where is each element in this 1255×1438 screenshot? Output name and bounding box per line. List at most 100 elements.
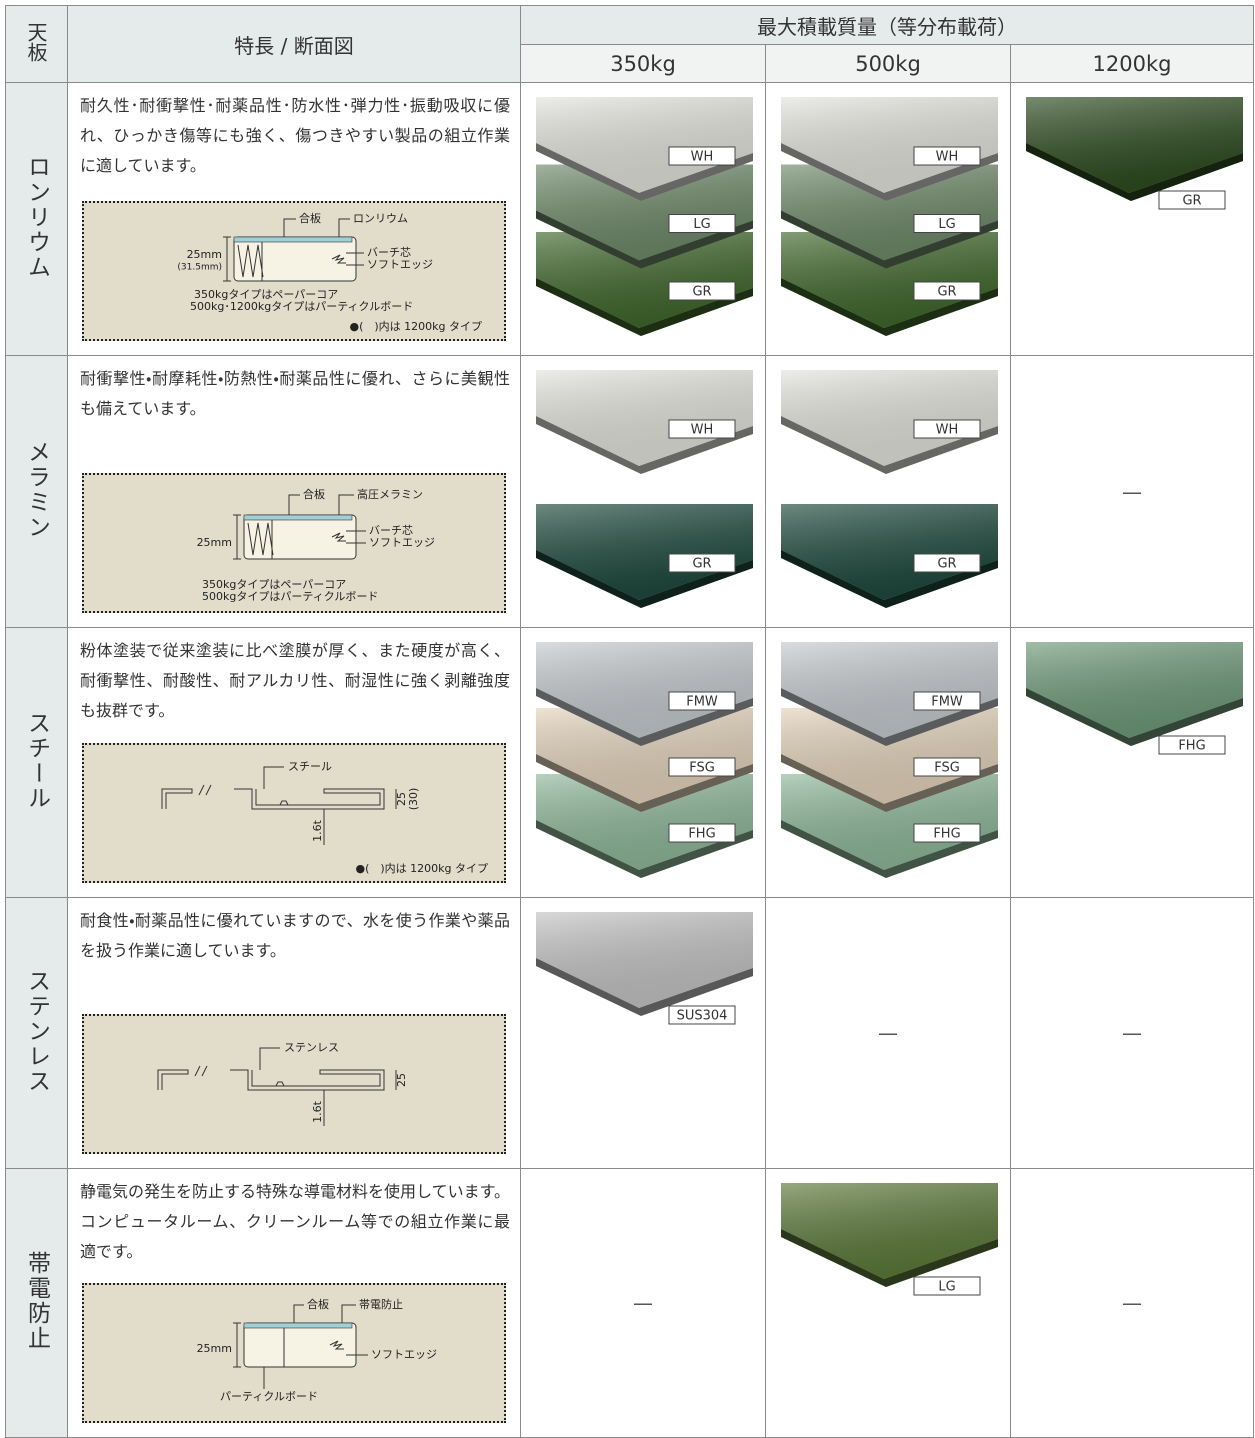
diagram-label: 帯電防止 — [359, 1297, 403, 1311]
panel-edge-shade — [536, 550, 753, 608]
panel-swatch: FSG — [536, 708, 753, 812]
swatch-label-box — [668, 146, 736, 166]
panel-edge-shade — [781, 550, 998, 608]
panel-sheen — [781, 642, 998, 738]
diagram-label: 25 — [395, 792, 408, 806]
panel-sheen — [536, 774, 753, 870]
panel-sheen — [781, 370, 998, 466]
swatch-cell: FHG FSG FMW — [520, 627, 766, 898]
feature-cell: 耐食性・耐薬品性に優れていますので、水を使う作業や薬品を扱う作業に適しています。… — [67, 897, 521, 1169]
description: 耐久性･耐衝撃性･耐薬品性･防水性･弾力性･振動吸収に優れ、ひっかき傷等にも強く… — [80, 96, 510, 175]
swatch-stack: FHG — [1026, 642, 1243, 755]
panel-edge-shade — [536, 143, 753, 201]
swatch-label-box — [1158, 735, 1226, 755]
panel-swatch: FHG — [781, 774, 998, 878]
swatch-label: FSG — [689, 761, 715, 776]
panel-swatch: FMW — [781, 642, 998, 746]
panel-swatch: GR — [536, 232, 753, 336]
swatch-stack: LG — [781, 1183, 998, 1296]
swatch-label-box — [913, 214, 981, 233]
diagram-label: 1.6t — [311, 819, 324, 841]
row-name: メラミン — [23, 439, 50, 540]
panel-edge-shade — [781, 754, 998, 812]
diagram-label: 合板 — [299, 211, 321, 225]
panel-sheen — [536, 164, 753, 261]
empty-mark: — — [1122, 1021, 1142, 1045]
empty-mark: — — [1122, 1291, 1142, 1315]
swatch-label-box — [913, 691, 981, 711]
diagram-label: 500kgタイプはパーティクルボード — [202, 590, 378, 603]
swatch-label-box — [668, 419, 736, 439]
panel-sheen — [536, 232, 753, 328]
swatch-cell: GR LG WH — [520, 82, 766, 356]
empty-mark: — — [1122, 479, 1142, 504]
swatch-label-box — [913, 281, 981, 301]
swatch-cell: — — [520, 1168, 766, 1438]
diagram-label: ソフトエッジ — [371, 1348, 437, 1361]
panel-swatch: LG — [781, 1183, 998, 1296]
swatch-label-box — [913, 553, 981, 573]
swatch-label-box — [668, 214, 736, 233]
feature-cell: 粉体塗装で従来塗装に比べ塗膜が厚く、また硬度が高く、耐衝撃性、耐酸性、耐アルカリ… — [67, 627, 521, 898]
cross-section: 合板 高圧メラミン バーチ芯 ソフトエッジ 25mm 350kgタイプはペーパー… — [197, 487, 435, 603]
panel-swatch: GR — [781, 504, 998, 608]
load-header: 1200kg — [1010, 44, 1254, 83]
diagram-label: パーティクルボード — [220, 1390, 318, 1403]
panel-edge-shade — [781, 416, 998, 474]
panel-swatch: WH — [536, 370, 753, 474]
diagram-label: 合板 — [307, 1297, 329, 1311]
swatch-cell: GR WH — [520, 355, 766, 628]
panel-edge-shade — [781, 688, 998, 746]
cross-section: ステンレス 25 1.6t — [157, 1041, 408, 1126]
panel-sheen — [536, 504, 753, 600]
panel-sheen — [781, 164, 998, 261]
swatch-label: SUS304 — [677, 1009, 728, 1024]
name-cell: ロンリウム — [5, 82, 68, 356]
empty-mark: — — [878, 1021, 898, 1045]
swatch-label-box — [913, 419, 981, 439]
cross-section: 合板 帯電防止 ソフトエッジ 25mm パーティクルボード — [197, 1297, 437, 1403]
diagram: 合板 ロンリウム バーチ芯 ソフトエッジ 25mm (31.5mm) 350kg… — [82, 201, 506, 341]
name-cell: ステンレス — [5, 897, 68, 1169]
swatch-label: FHG — [688, 827, 715, 842]
cross-section: スチール 25 (30) 1.6t ●( )内は 1200kg タイプ — [161, 760, 488, 875]
diagram-label: 25 — [395, 1073, 408, 1087]
panel-edge-shade — [1026, 688, 1243, 746]
panel-sheen — [781, 774, 998, 870]
diagram: 合板 高圧メラミン バーチ芯 ソフトエッジ 25mm 350kgタイプはペーパー… — [82, 473, 506, 613]
empty-mark: — — [633, 1291, 653, 1315]
diagram-label: 合板 — [303, 487, 325, 501]
panel-edge-shade — [536, 416, 753, 474]
diagram-label: (31.5mm) — [177, 263, 222, 273]
name-cell: 帯電防止 — [5, 1168, 68, 1438]
swatch-cell: GR — [1010, 82, 1254, 356]
swatch-label: WH — [691, 150, 714, 165]
diagram-label: 25mm — [197, 536, 232, 549]
panel-sheen — [1026, 642, 1243, 738]
diagram-label: 25mm — [197, 1342, 232, 1355]
diagram-label: バーチ芯 — [369, 524, 413, 537]
diagram-label: ロンリウム — [353, 212, 408, 225]
diagram-label: 500kg･1200kgタイプはパーティクルボード — [190, 300, 413, 313]
diagram-label: ソフトエッジ — [369, 536, 435, 549]
diagram-label: 350kgタイプはペーパーコア — [194, 288, 338, 301]
panel-sheen — [536, 370, 753, 466]
diagram: ステンレス 25 1.6t — [82, 1014, 506, 1154]
swatch-label: FMW — [931, 695, 963, 710]
swatch-label: WH — [691, 423, 714, 438]
panel-edge-shade — [781, 1229, 998, 1287]
swatch-label-box — [668, 757, 736, 777]
swatch-stack: SUS304 — [536, 912, 753, 1025]
swatch-label: LG — [938, 1280, 955, 1295]
spec-table: 天板 特長 / 断面図 最大積載質量（等分布載荷） 350kg 500kg 12… — [5, 5, 1254, 1438]
panel-edge-shade — [781, 820, 998, 878]
panel-edge-shade — [536, 278, 753, 336]
swatch-label: GR — [1182, 194, 1201, 209]
panel-sheen — [536, 642, 753, 738]
diagram-label: 350kgタイプはペーパーコア — [202, 578, 346, 591]
panel-swatch: WH — [781, 370, 998, 474]
panel-sheen — [781, 1183, 998, 1279]
diagram-label: ステンレス — [284, 1041, 339, 1054]
swatch-label: LG — [938, 217, 955, 232]
